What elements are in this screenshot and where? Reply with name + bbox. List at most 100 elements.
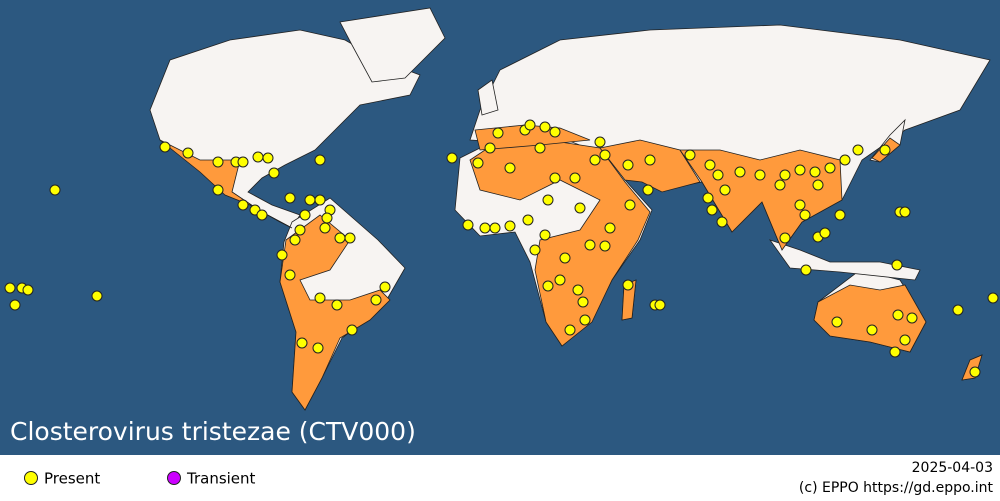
present-marker [296,337,308,349]
present-marker [889,346,901,358]
present-marker [622,279,634,291]
present-marker [774,179,786,191]
present-marker [824,162,836,174]
present-marker [344,232,356,244]
present-marker [702,192,714,204]
present-marker [819,227,831,239]
legend-marker [24,471,38,485]
present-marker [284,269,296,281]
present-marker [987,292,999,304]
present-marker [839,154,851,166]
present-marker [599,240,611,252]
present-marker [22,284,34,296]
present-marker [489,222,501,234]
date: 2025-04-03 [912,460,993,476]
present-marker [314,194,326,206]
credit: (c) EPPO https://gd.eppo.int [799,480,994,496]
present-marker [504,220,516,232]
present-marker [892,309,904,321]
present-marker [462,219,474,231]
present-marker [312,342,324,354]
present-marker [276,249,288,261]
present-marker [522,214,534,226]
present-marker [346,324,358,336]
present-marker [579,314,591,326]
present-marker [542,194,554,206]
present-marker [314,292,326,304]
present-marker [182,147,194,159]
present-marker [599,149,611,161]
present-marker [794,164,806,176]
present-marker [952,304,964,316]
present-marker [706,204,718,216]
present-marker [370,294,382,306]
present-marker [604,222,616,234]
present-marker [624,199,636,211]
present-marker [799,209,811,221]
present-marker [800,264,812,276]
present-marker [289,234,301,246]
present-marker [237,156,249,168]
present-marker [4,282,16,294]
present-marker [754,169,766,181]
present-marker [284,192,296,204]
present-marker [262,152,274,164]
present-marker [684,149,696,161]
present-marker [542,280,554,292]
present-marker [569,172,581,184]
greenland [339,7,446,83]
present-marker [906,312,918,324]
present-marker [572,284,584,296]
present-marker [484,142,496,154]
present-marker [492,127,504,139]
present-marker [294,224,306,236]
map-title: Closterovirus tristezae (CTV000) [10,417,416,446]
present-marker [594,136,606,148]
present-marker [564,324,576,336]
present-marker [539,121,551,133]
present-marker [716,216,728,228]
present-marker [589,154,601,166]
present-marker [534,142,546,154]
present-marker [969,366,981,378]
present-marker [237,199,249,211]
occurrence-points [4,119,999,378]
present-marker [91,290,103,302]
footer-bar [0,455,1000,501]
present-marker [252,151,264,163]
present-marker [794,199,806,211]
australia-host [813,284,927,353]
present-marker [834,209,846,221]
present-marker [852,144,864,156]
present-marker [584,239,596,251]
present-marker [809,166,821,178]
present-marker [321,212,333,224]
present-marker [212,156,224,168]
british-isles [477,79,499,116]
present-marker [319,222,331,234]
present-marker [256,209,268,221]
present-marker [549,172,561,184]
present-marker [644,154,656,166]
present-marker [574,202,586,214]
present-marker [719,184,731,196]
present-marker [331,299,343,311]
present-marker [212,184,224,196]
present-marker [654,299,666,311]
south-america-host [279,214,391,411]
present-marker [704,159,716,171]
legend-label: Present [44,470,100,488]
present-marker [642,184,654,196]
present-marker [446,152,458,164]
present-marker [891,259,903,271]
present-marker [831,316,843,328]
present-marker [549,126,561,138]
present-marker [779,232,791,244]
present-marker [866,324,878,336]
present-marker [9,299,21,311]
legend-label: Transient [186,470,256,488]
present-marker [379,281,391,293]
legend-marker [167,471,181,485]
present-marker [159,141,171,153]
